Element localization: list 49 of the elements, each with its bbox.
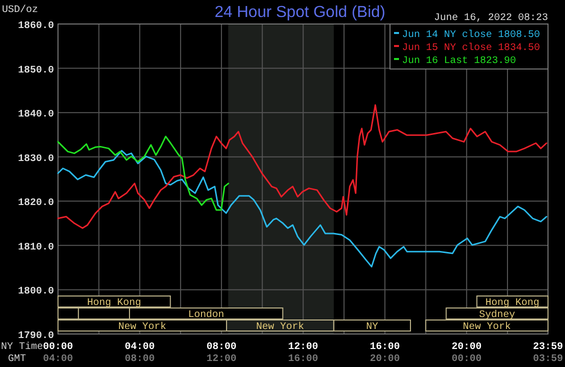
y-tick-label: 1860.0 — [18, 21, 54, 32]
chart-title: 24 Hour Spot Gold (Bid) — [214, 4, 386, 21]
session-box: New York — [58, 320, 228, 333]
annotation: New York — [256, 321, 304, 333]
line-series — [57, 136, 230, 211]
x2-tick-label: 00:00 — [452, 354, 482, 365]
x2-tick-label: 08:00 — [124, 354, 155, 365]
x-tick-label: 04:00 — [124, 342, 155, 353]
x-tick-label: 20:00 — [452, 342, 482, 353]
annotation: Sydney — [479, 309, 516, 321]
x2-tick-label: 04:00 — [42, 354, 74, 365]
x-axis-title: NY Time — [1, 341, 44, 353]
legend-label: Jun 16 Last 1823.90 — [402, 56, 516, 67]
session-box: Hong Kong — [476, 296, 548, 309]
session-box: London — [129, 308, 284, 321]
y-tick-label: 1820.0 — [18, 198, 54, 210]
y-tick-label: 1840.0 — [18, 110, 54, 121]
session-box: NY — [333, 320, 411, 333]
y-axis-title: USD/oz — [2, 4, 38, 16]
y-tick-label: 1810.0 — [18, 242, 54, 254]
annotation: Hong Kong — [87, 298, 142, 309]
session-box: New York — [226, 320, 334, 333]
line-series — [57, 150, 548, 268]
x-tick-label: 00:00 — [42, 342, 74, 353]
chart-subtitle: June 16, 2022 08:23 — [434, 13, 548, 24]
x2-tick-label: 03:59 — [532, 354, 564, 365]
session-box: Hong Kong — [58, 296, 171, 309]
x2-tick-label: 20:00 — [370, 354, 400, 365]
session-box: New York — [425, 320, 548, 333]
y-tick-label: 1790.0 — [18, 331, 54, 342]
annotation: New York — [118, 321, 166, 333]
session-box: Sydney — [446, 308, 548, 321]
legend-label: Jun 15 NY close 1834.50 — [402, 42, 540, 54]
x-tick-label: 16:00 — [370, 342, 400, 353]
annotation: New York — [462, 321, 511, 333]
x-tick-label: 23:59 — [532, 342, 564, 353]
annotation: NY — [366, 322, 378, 333]
annotation: Hong Kong — [485, 298, 540, 309]
y-tick-label: 1830.0 — [18, 154, 54, 165]
line-series — [57, 104, 548, 229]
x2-axis-title: GMT — [8, 354, 26, 365]
x-tick-label: 08:00 — [206, 342, 236, 353]
x2-tick-label: 12:00 — [206, 354, 236, 365]
x-tick-label: 12:00 — [288, 342, 318, 353]
y-tick-label: 1800.0 — [18, 286, 54, 298]
annotation: London — [188, 309, 224, 321]
legend-label: Jun 14 NY close 1808.50 — [402, 29, 540, 41]
x2-tick-label: 16:00 — [288, 354, 318, 365]
y-tick-label: 1850.0 — [18, 65, 54, 76]
